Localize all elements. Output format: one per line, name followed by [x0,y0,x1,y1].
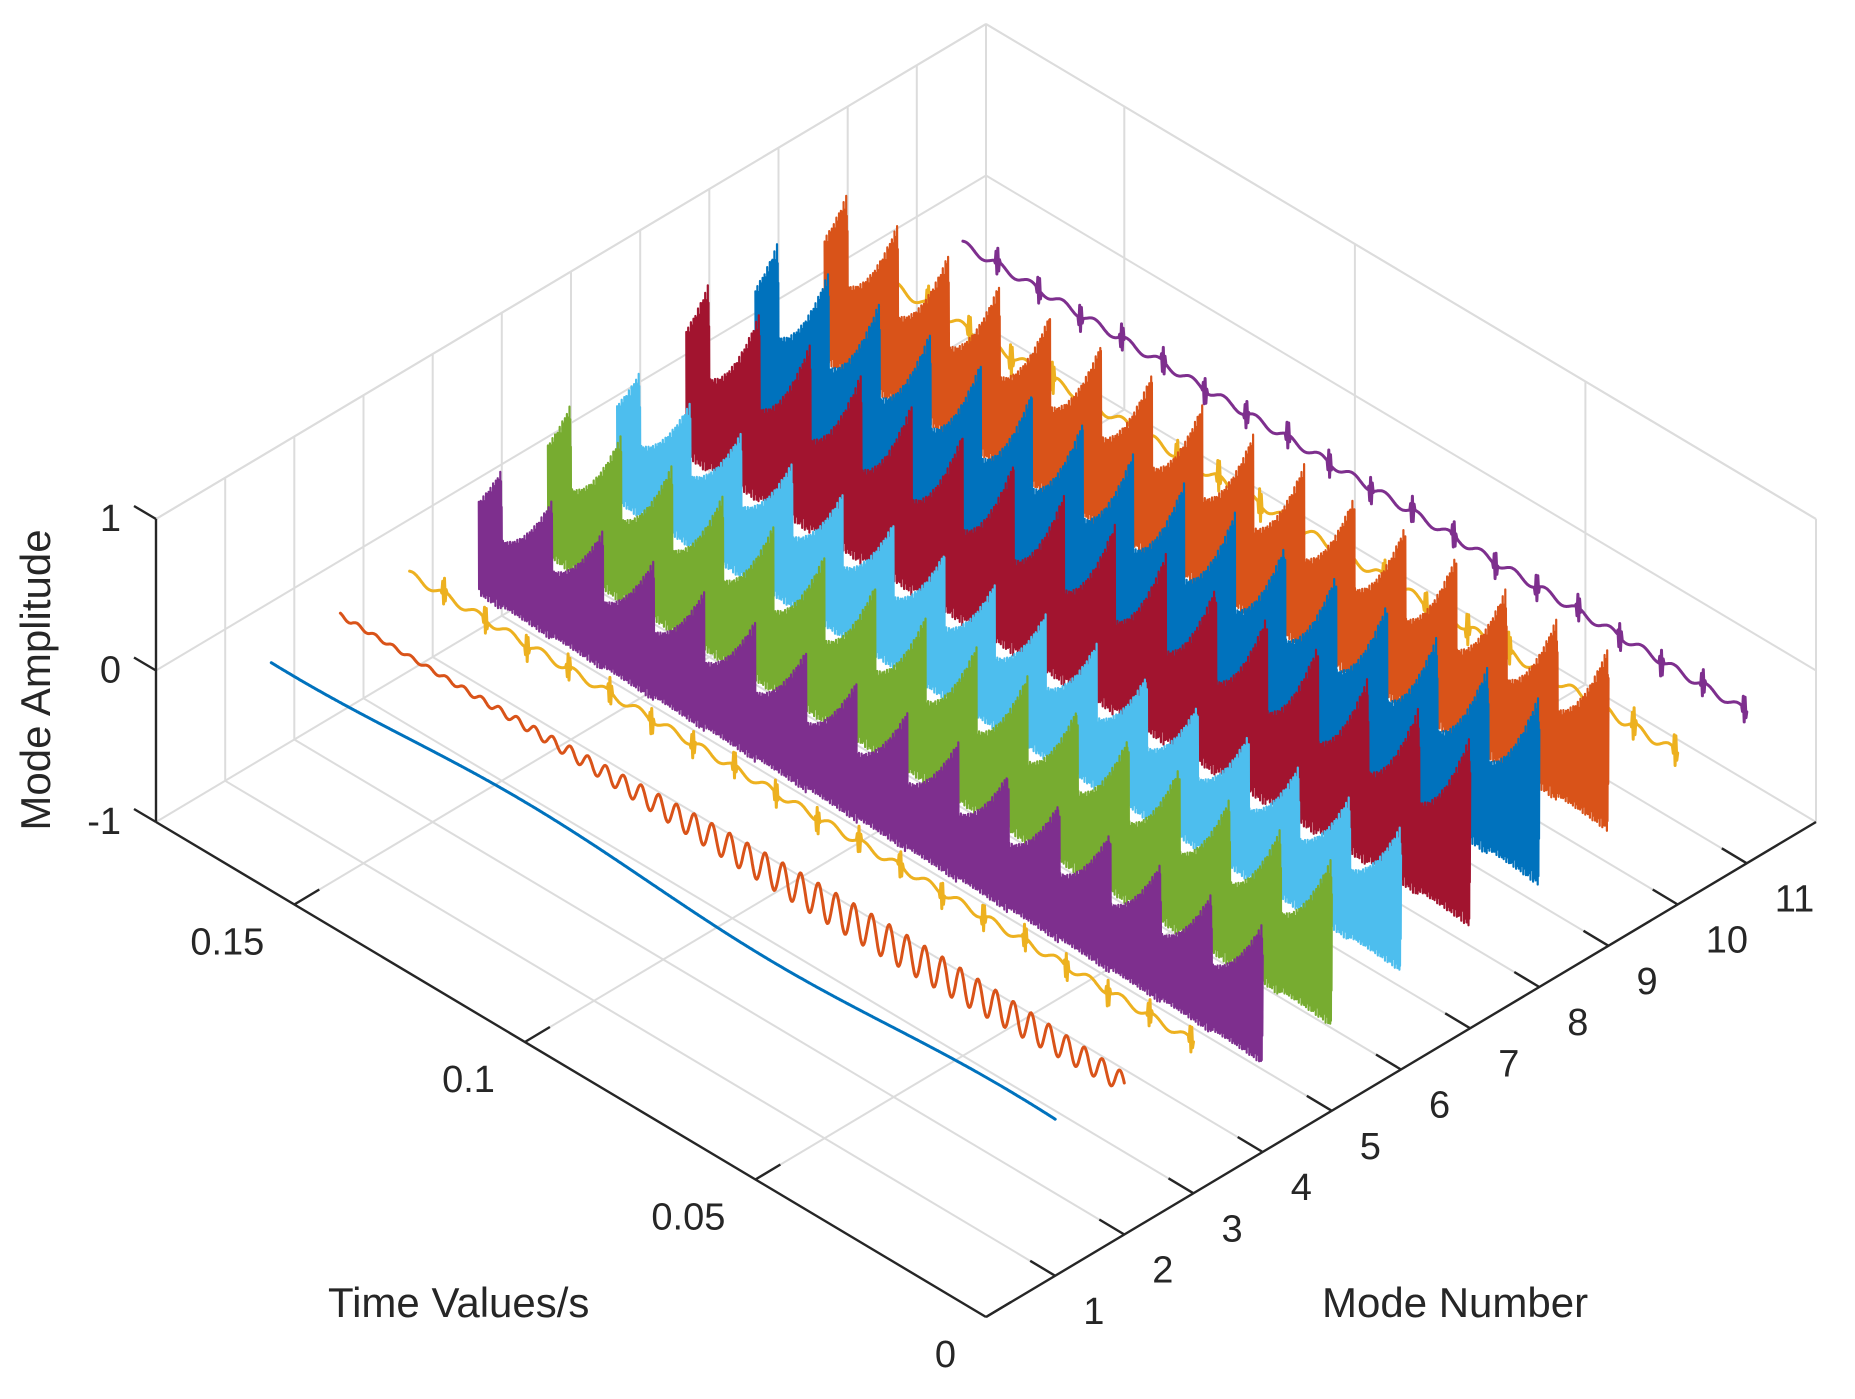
grid-line-mode-floor [362,697,1195,1195]
time-tick [293,888,320,906]
box-edge-top-left [155,23,987,520]
mode-tick-label: 11 [1775,878,1814,920]
y-axis-label: Mode Number [1322,1279,1588,1326]
time-tick [985,1300,1012,1319]
series-mode-2 [338,611,1126,1088]
mode-tick-label: 7 [1498,1043,1519,1085]
mode-tick-label: 9 [1637,961,1658,1003]
grid-line-mode-floor [432,656,1264,1153]
time-tick-label: 0.1 [442,1059,495,1101]
time-tick-label: 0.15 [190,922,264,964]
series-mode-6 [616,372,1403,971]
grid-line-mode-floor [224,779,1056,1277]
mode-tick [1513,970,1540,989]
grid-line-mode-floor [293,738,1125,1236]
mode-tick-label: 4 [1291,1167,1312,1209]
z-axis-label: Mode Amplitude [12,529,59,830]
mode-tick [1444,1012,1471,1030]
mode-tick [1306,1094,1333,1112]
mode-tick-label: 1 [1083,1291,1104,1333]
mode-tick [1167,1177,1195,1195]
series-mode-11 [961,239,1749,724]
series-mode-1 [269,661,1057,1121]
series-mode-9 [823,194,1610,832]
mode-tick [1029,1259,1056,1277]
amplitude-tick-label: 1 [100,498,121,540]
x-axis-label: Time Values/s [328,1279,589,1326]
mode-tick [1652,888,1679,906]
amplitude-tick [133,656,157,672]
amplitude-tick-label: -1 [87,801,121,843]
mode-tick [1582,929,1610,947]
amplitude-tick-label: 0 [100,650,121,692]
time-tick [524,1025,551,1044]
series-mode-8 [754,243,1541,886]
series-mode-4 [477,470,1264,1063]
grid-line-mode-floor [501,614,1333,1112]
series-mode-5 [546,405,1333,1025]
mode-tick [1721,847,1748,865]
mode-tick [1098,1218,1125,1236]
mode-tick-label: 2 [1152,1250,1173,1292]
time-tick-label: 0 [935,1334,956,1376]
mode-tick-label: 6 [1429,1085,1450,1127]
amplitude-tick [133,504,157,521]
mode-tick-label: 3 [1222,1208,1243,1250]
mode-tick-label: 8 [1567,1002,1588,1044]
mode-tick-label: 5 [1360,1126,1381,1168]
time-tick [754,1163,782,1181]
series-layer [269,194,1749,1121]
time-axis-line [155,820,987,1319]
amplitude-tick [133,807,157,824]
ticks-layer: 0 0.05 0.1 0.15 1 2 3 4 5 6 7 8 9 10 11 -1 0 1 [87,498,1814,1376]
mode-tick-label: 10 [1706,920,1748,962]
series-mode-3 [408,569,1195,1054]
mode-tick [1375,1053,1402,1071]
grid-line-amp-right-wall [985,174,1817,672]
time-tick-label: 0.05 [651,1197,725,1239]
mode-tick [1237,1135,1264,1154]
box-edge-top-right [985,23,1817,520]
series-mode-7 [685,284,1472,927]
